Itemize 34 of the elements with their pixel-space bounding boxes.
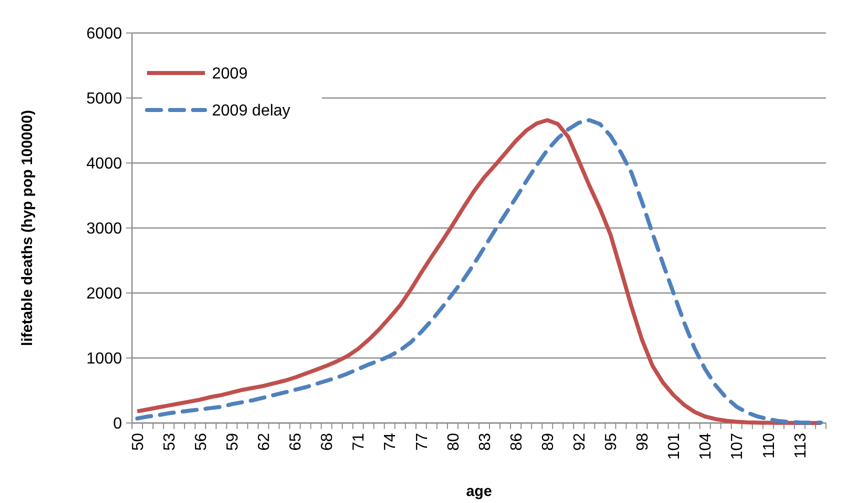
x-tick-label: 113 — [792, 432, 810, 459]
x-tick-label: 56 — [192, 432, 210, 451]
y-tick-label: 1000 — [86, 350, 122, 368]
x-tick-label: 80 — [445, 432, 462, 451]
legend-label: 2009 — [212, 66, 248, 83]
legend-label: 2009 delay — [212, 102, 290, 120]
x-tick-label: 83 — [476, 432, 494, 451]
y-tick-label: 2000 — [86, 286, 122, 303]
x-tick-label: 68 — [319, 432, 336, 451]
x-tick-label: 53 — [161, 432, 178, 451]
x-tick-label: 71 — [350, 432, 368, 451]
x-tick-label: 110 — [760, 432, 778, 459]
x-tick-label: 98 — [634, 432, 652, 451]
x-tick-label: 65 — [288, 432, 305, 451]
x-tick-label: 77 — [414, 432, 431, 451]
x-tick-label: 101 — [666, 432, 684, 460]
y-tick-label: 3000 — [86, 220, 122, 238]
x-tick-label: 74 — [382, 432, 400, 451]
y-tick-label: 4000 — [86, 156, 122, 173]
x-tick-label: 104 — [698, 432, 715, 460]
y-tick-label: 6000 — [86, 26, 122, 43]
x-tick-label: 86 — [508, 432, 526, 451]
x-tick-label: 59 — [224, 432, 242, 451]
x-tick-label: 62 — [256, 432, 274, 451]
x-tick-label: 95 — [603, 432, 620, 451]
y-tick-label: 5000 — [86, 90, 122, 108]
line-series — [135, 118, 823, 425]
y-axis-title: lifetable deaths (hyp pop 100000) — [19, 110, 36, 346]
x-tick-label: 89 — [540, 432, 557, 451]
x-axis-title: age — [466, 483, 492, 500]
x-tick-label: 107 — [729, 432, 746, 460]
x-tick-label: 50 — [130, 432, 147, 451]
y-tick-label: 0 — [113, 416, 122, 433]
x-tick-label: 92 — [571, 432, 588, 451]
